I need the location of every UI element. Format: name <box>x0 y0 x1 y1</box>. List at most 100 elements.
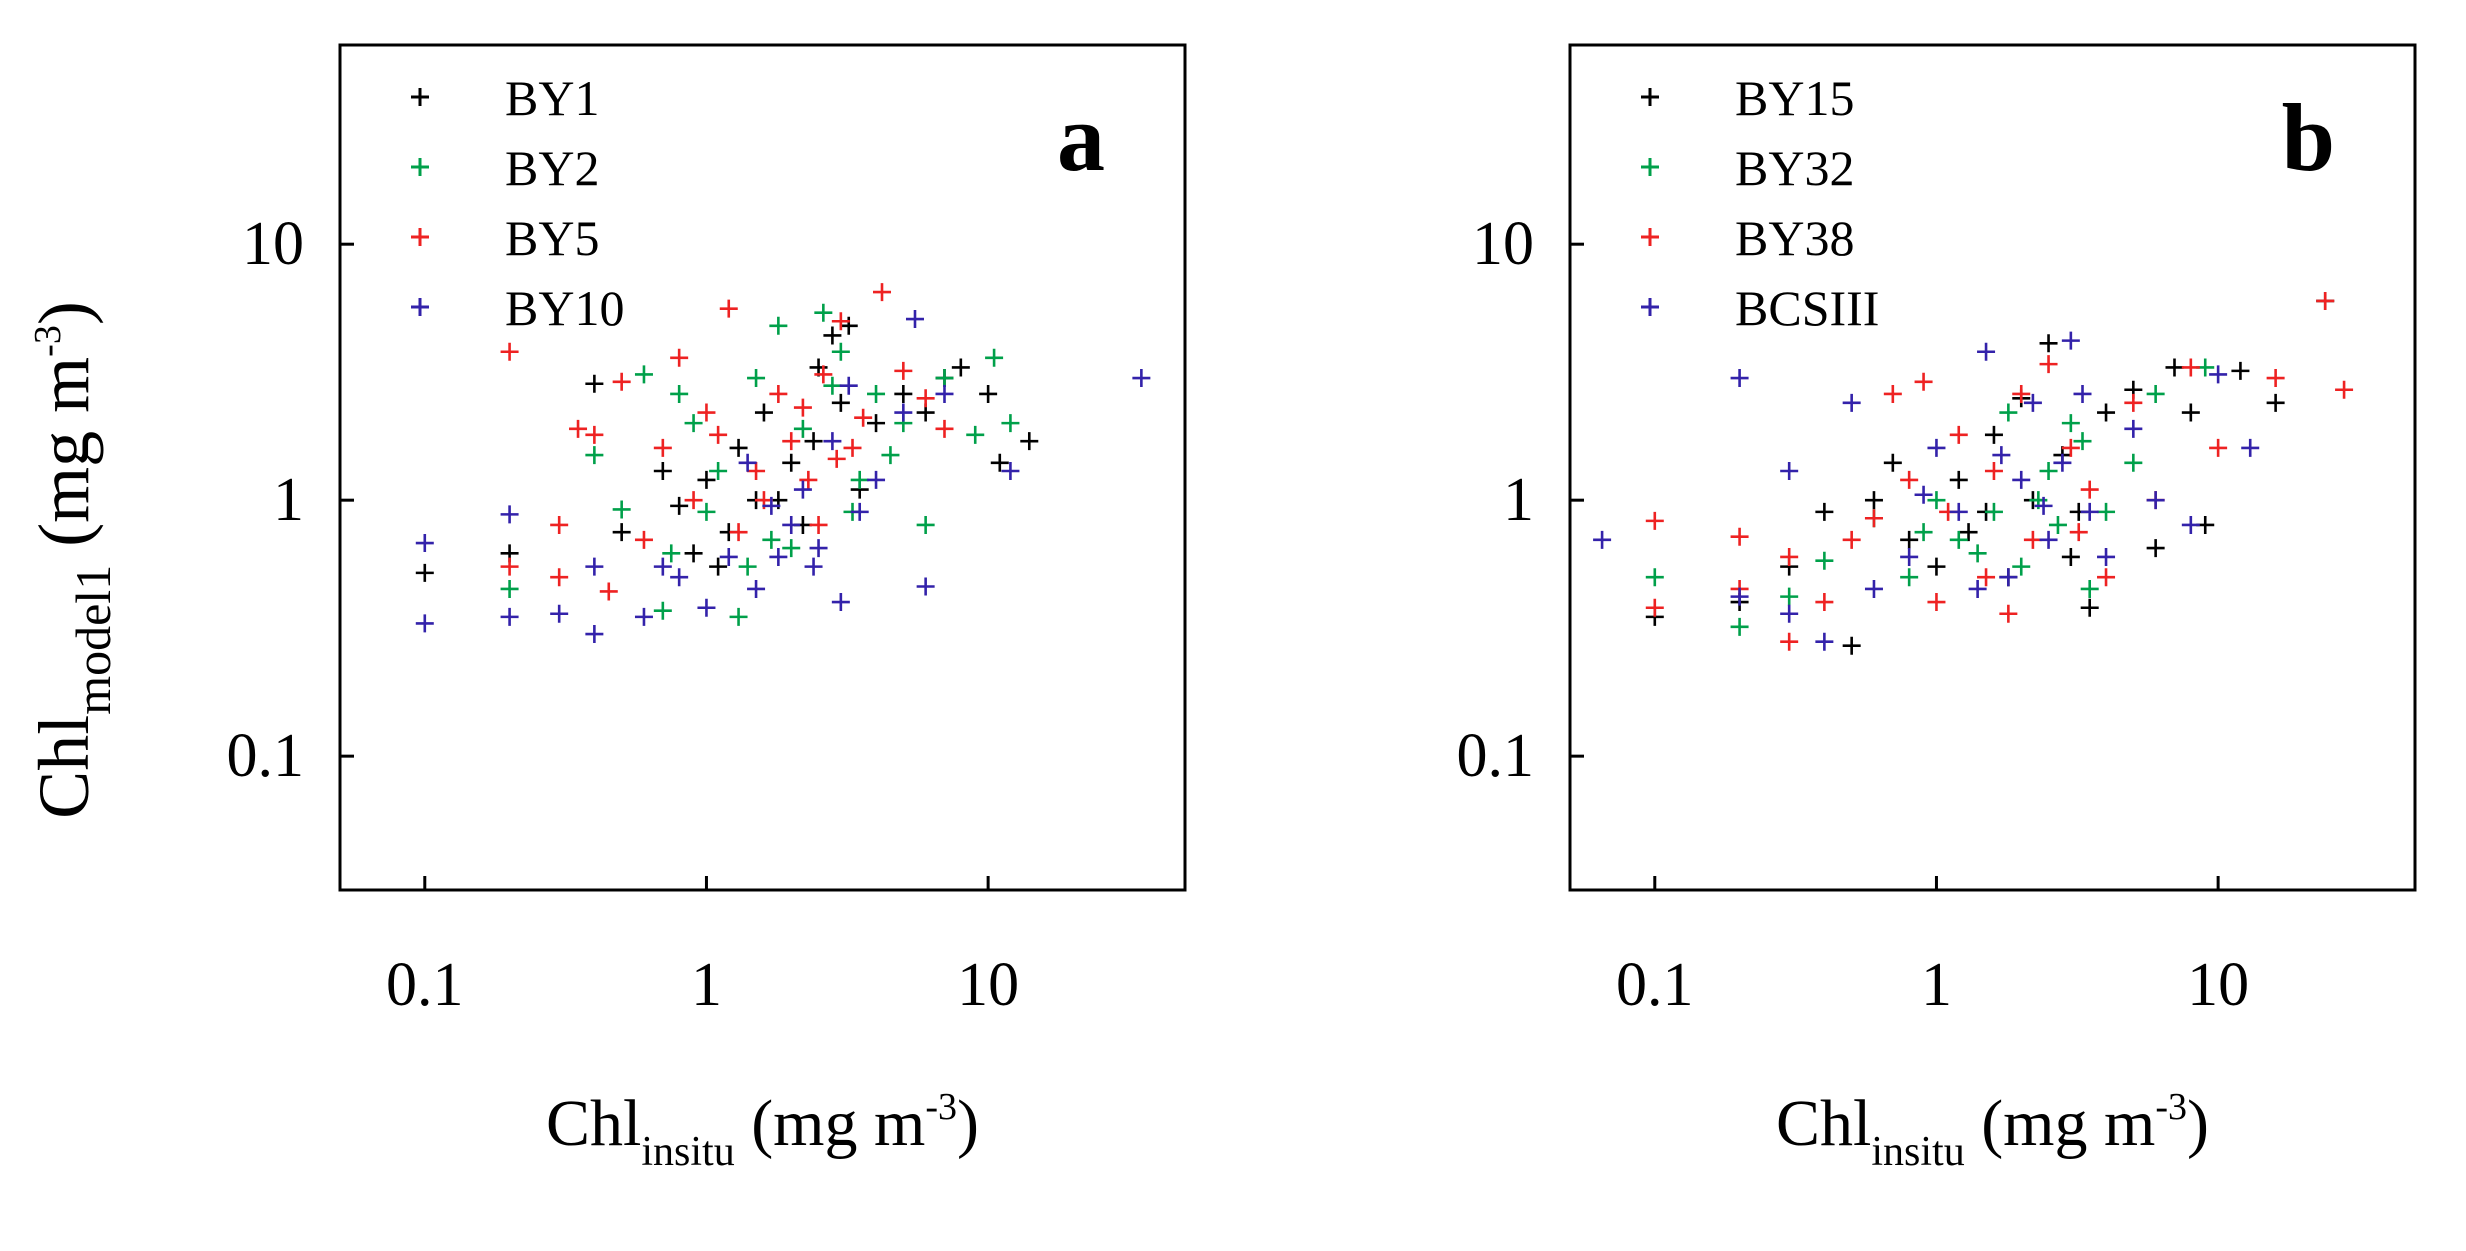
y-axis-title-main: Chl <box>24 715 104 819</box>
y-axis: 0.1 1 10 <box>227 210 354 790</box>
data-point-by2 <box>966 425 985 444</box>
data-point-by2 <box>500 579 519 598</box>
data-point-by15 <box>2165 358 2184 377</box>
data-point-bcsiii <box>1780 604 1799 623</box>
data-point-by38 <box>1984 462 2003 481</box>
data-point-by38 <box>1949 425 1968 444</box>
data-point-by5 <box>769 384 788 403</box>
data-point-by32 <box>2097 502 2116 521</box>
legend-marker <box>1641 88 1659 106</box>
y-tick-label: 10 <box>1472 210 1534 278</box>
data-point-by10 <box>839 376 858 395</box>
data-point-by5 <box>916 389 935 408</box>
data-point-by1 <box>823 326 842 345</box>
x-tick-label: 0.1 <box>1616 951 1694 1019</box>
data-point-by32 <box>1730 617 1749 636</box>
legend-label: BY5 <box>505 210 599 266</box>
data-point-by32 <box>1900 568 1919 587</box>
data-point-by5 <box>793 398 812 417</box>
x-tick-label: 10 <box>2187 951 2249 1019</box>
legend-marker <box>411 228 429 246</box>
x-axis-title-exponent: -3 <box>2155 1086 2187 1128</box>
data-point-by15 <box>1864 491 1883 510</box>
data-point-by5 <box>550 568 569 587</box>
data-point-bcsiii <box>1864 579 1883 598</box>
data-point-by32 <box>1949 530 1968 549</box>
data-point-by32 <box>1968 544 1987 563</box>
data-point-by1 <box>729 438 748 457</box>
data-point-by1 <box>415 563 434 582</box>
y-axis-title-close: ) <box>24 301 104 325</box>
data-point-by5 <box>500 342 519 361</box>
data-point-by10 <box>905 310 924 329</box>
data-point-by15 <box>1900 530 1919 549</box>
legend-marker <box>1641 158 1659 176</box>
data-point-by38 <box>1645 511 1664 530</box>
data-point-by38 <box>2316 291 2335 310</box>
data-point-by10 <box>670 568 689 587</box>
data-point-bcsiii <box>1914 485 1933 504</box>
data-point-by32 <box>1999 403 2018 422</box>
data-point-by32 <box>1927 491 1946 510</box>
data-point-bcsiii <box>2124 419 2143 438</box>
legend: BY1 BY2 BY5 BY10 <box>411 70 624 336</box>
data-point-by38 <box>1780 632 1799 651</box>
legend-label: BY2 <box>505 140 599 196</box>
data-point-by5 <box>550 515 569 534</box>
legend-label: BY10 <box>505 280 624 336</box>
legend-label: BY1 <box>505 70 599 126</box>
y-tick-label: 0.1 <box>1457 722 1535 790</box>
data-point-by32 <box>2012 557 2031 576</box>
data-point-by10 <box>634 607 653 626</box>
data-point-bcsiii <box>2034 496 2053 515</box>
x-axis-title-units: (mg m <box>735 1087 926 1160</box>
scatter-points <box>415 283 1151 644</box>
legend-marker <box>411 88 429 106</box>
data-point-by1 <box>951 358 970 377</box>
data-point-by15 <box>1883 453 1902 472</box>
data-point-by38 <box>2080 480 2099 499</box>
data-point-by2 <box>747 369 766 388</box>
data-point-bcsiii <box>2181 515 2200 534</box>
data-point-by32 <box>1780 587 1799 606</box>
data-point-by5 <box>709 425 728 444</box>
data-point-by2 <box>709 462 728 481</box>
data-point-by15 <box>2061 547 2080 566</box>
data-point-by10 <box>762 496 781 515</box>
data-point-by38 <box>2266 369 2285 388</box>
data-point-by2 <box>738 557 757 576</box>
data-point-by2 <box>823 376 842 395</box>
data-point-bcsiii <box>2080 502 2099 521</box>
data-point-by15 <box>1842 636 1861 655</box>
data-point-by10 <box>738 453 757 472</box>
data-point-by5 <box>684 491 703 510</box>
data-point-by38 <box>2097 568 2116 587</box>
data-point-by1 <box>612 523 631 542</box>
data-point-bcsiii <box>1593 530 1612 549</box>
data-point-by10 <box>415 614 434 633</box>
data-point-by5 <box>854 408 873 427</box>
data-point-by5 <box>799 470 818 489</box>
data-point-by38 <box>1883 384 1902 403</box>
data-point-by38 <box>1914 372 1933 391</box>
data-point-by15 <box>2080 598 2099 617</box>
data-point-by10 <box>782 515 801 534</box>
data-point-by10 <box>500 505 519 524</box>
data-point-by5 <box>809 515 828 534</box>
data-point-by15 <box>2039 334 2058 353</box>
data-point-by1 <box>709 557 728 576</box>
data-point-bcsiii <box>2241 438 2260 457</box>
y-axis-title-units: (mg m <box>24 357 104 565</box>
data-point-bcsiii <box>2012 470 2031 489</box>
data-point-by32 <box>1984 502 2003 521</box>
data-point-by1 <box>585 374 604 393</box>
data-point-by5 <box>894 361 913 380</box>
data-point-by15 <box>1927 557 1946 576</box>
data-point-by5 <box>500 557 519 576</box>
data-point-by32 <box>2048 515 2067 534</box>
data-point-bcsiii <box>1730 587 1749 606</box>
data-point-by5 <box>634 530 653 549</box>
data-point-bcsiii <box>1780 462 1799 481</box>
y-axis-title-sub: model1 <box>65 565 121 715</box>
